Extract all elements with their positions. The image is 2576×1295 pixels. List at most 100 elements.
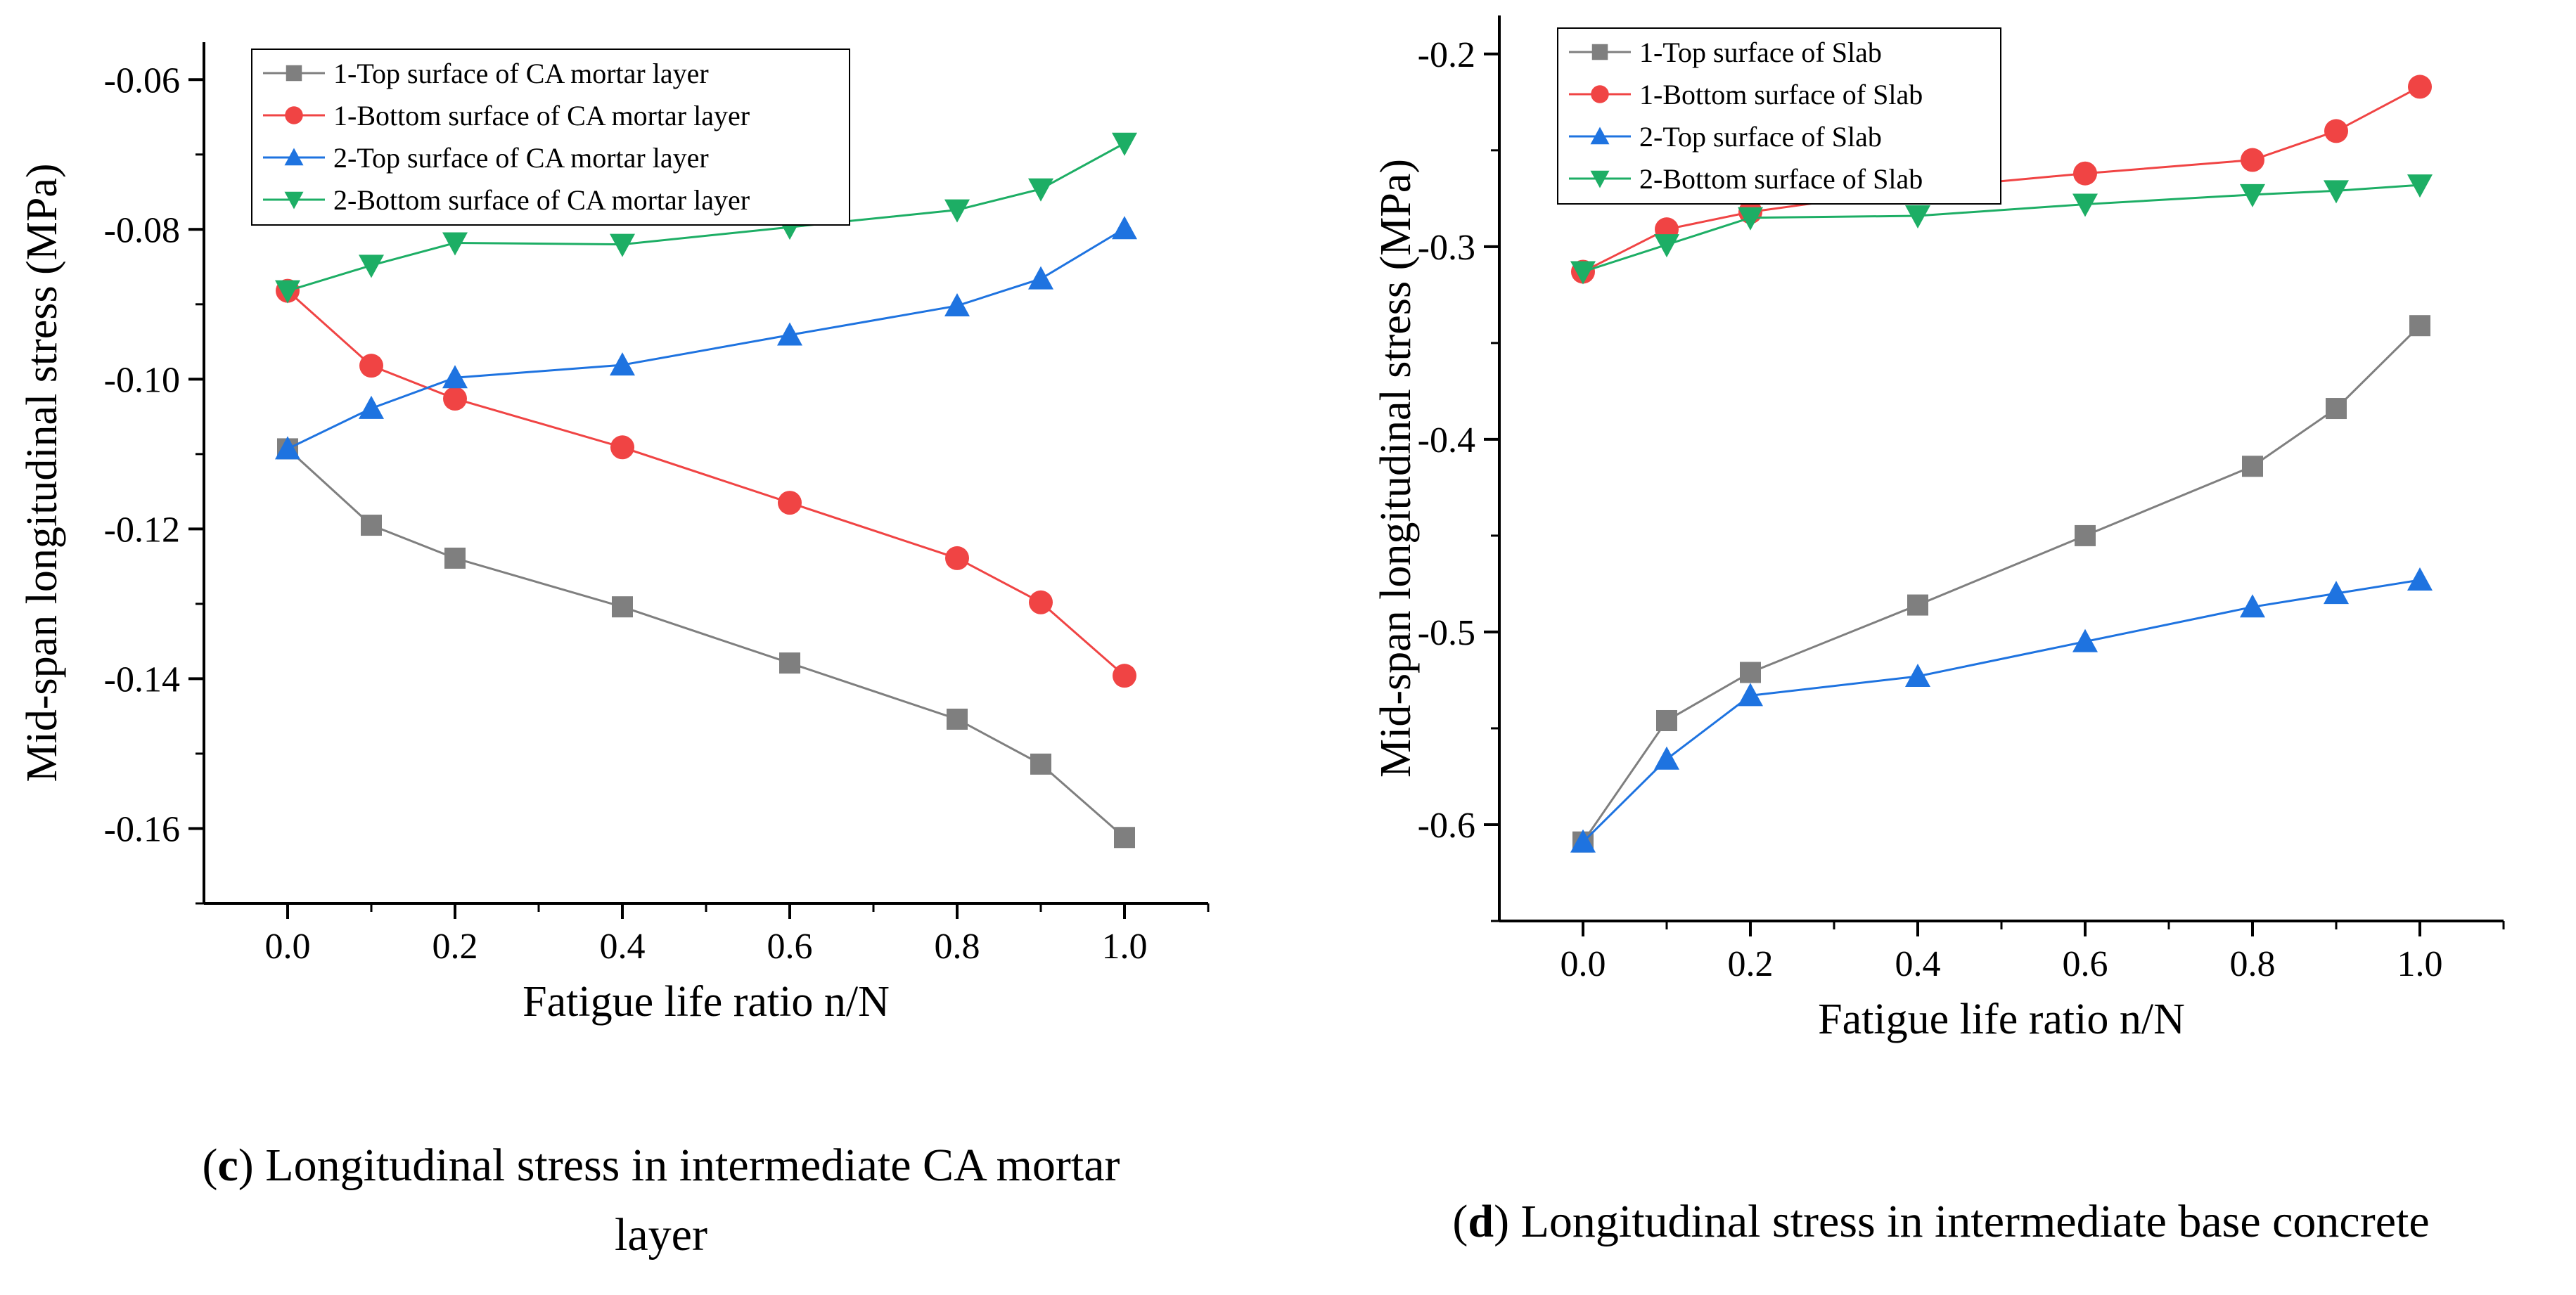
d-series-4-point — [2072, 193, 2098, 217]
d-series-3-point — [2407, 567, 2433, 591]
d-x-tick-label: 1.0 — [2397, 944, 2443, 984]
d-series-4-point — [2240, 183, 2265, 207]
c-x-axis-title: Fatigue life ratio n/N — [523, 978, 890, 1026]
c-y-axis-title: Mid-span longitudinal stress (MPa) — [18, 164, 66, 782]
d-y-tick-label: -0.4 — [1418, 420, 1475, 460]
c-x-tick-label: 0.4 — [600, 927, 646, 967]
c-series-3-point — [442, 365, 468, 389]
c-series-4-point — [442, 232, 468, 256]
c-series-3-point — [610, 352, 635, 376]
c-legend-label: 2-Top surface of CA mortar layer — [333, 142, 709, 174]
c-legend-marker — [285, 106, 303, 124]
c-series-3-point — [275, 436, 300, 460]
c-series-4-point — [1028, 178, 1053, 202]
c-legend: 1-Top surface of CA mortar layer 1-Bottom… — [251, 49, 850, 226]
d-series-4-point — [2324, 180, 2349, 204]
c-series-3-point — [359, 395, 384, 419]
c-series-1 — [277, 438, 1135, 849]
d-series-3-point — [2324, 581, 2349, 605]
c-y-tick-label: -0.14 — [104, 659, 180, 700]
d-series-1-point — [1656, 709, 1677, 731]
c-x-tick-label: 0.6 — [767, 927, 813, 967]
d-legend-marker — [1591, 85, 1609, 103]
c-series-2-point — [1113, 664, 1136, 688]
d-x-tick-label: 0.0 — [1561, 944, 1606, 984]
c-series-2-point — [443, 387, 467, 411]
d-series-1-line — [1582, 325, 2421, 843]
c-legend-label: 1-Top surface of CA mortar layer — [333, 58, 709, 89]
c-series-2-point — [359, 354, 383, 378]
chart-d: 0.0 0.2 0.4 0.6 0.8 1.0 -0.6 -0.5 -0.4 -0.3 -0.2 Fa… — [1372, 15, 2505, 1043]
d-series-3-point — [1905, 663, 1930, 687]
d-series-2-point — [2324, 119, 2348, 143]
d-series-4-point — [1570, 261, 1596, 285]
c-y-tick-label: -0.12 — [104, 510, 180, 550]
c-x-tick-label: 0.0 — [265, 927, 311, 967]
c-series-4-line — [287, 142, 1125, 292]
c-x-tick-label: 1.0 — [1102, 927, 1148, 967]
d-x-tick-label: 0.2 — [1728, 944, 1774, 984]
c-series-4 — [275, 132, 1137, 304]
d-series-2-point — [2073, 161, 2097, 186]
c-legend-box — [251, 49, 850, 226]
d-y-tick-label: -0.2 — [1418, 35, 1475, 75]
d-legend-marker — [1590, 170, 1610, 188]
d-legend-label: 1-Top surface of Slab — [1639, 37, 1882, 68]
d-series-1-point — [2075, 524, 2096, 546]
caption-d-line-1: Longitudinal stress in intermediate base… — [1520, 1196, 2430, 1247]
d-series-4-point — [2407, 174, 2433, 198]
d-series-3-point — [2240, 594, 2265, 618]
c-series-1-point — [1114, 827, 1135, 849]
caption-c: (c) Longitudinal stress in intermediate … — [202, 1140, 1120, 1261]
d-y-axis-title: Mid-span longitudinal stress (MPa) — [1372, 159, 1420, 778]
d-series-3-point — [1570, 829, 1596, 853]
c-series-4-point — [359, 255, 384, 278]
c-y-tick-label: -0.10 — [104, 360, 180, 400]
c-series-1-point — [779, 652, 800, 674]
d-series-2-point — [2241, 148, 2264, 172]
c-series-4-point — [944, 199, 970, 223]
d-series-3-point — [2072, 629, 2098, 652]
caption-d-letter: d — [1468, 1196, 1494, 1247]
c-series-1-point — [612, 596, 633, 618]
d-series-3-point — [1738, 683, 1763, 707]
c-x-tick-label: 0.2 — [432, 927, 478, 967]
d-series-4 — [1570, 174, 2433, 285]
c-series-2-point — [1029, 590, 1053, 614]
d-legend-marker — [1590, 127, 1610, 145]
d-y-tick-label: -0.5 — [1418, 613, 1475, 653]
d-series-3-point — [1654, 746, 1679, 770]
d-series-1-point — [1907, 594, 1928, 616]
c-series-3-point — [777, 322, 802, 346]
c-y-tick-label: -0.06 — [104, 60, 180, 101]
caption-c-line-2: layer — [615, 1209, 707, 1261]
c-series-4-point — [275, 280, 300, 304]
d-series-1-point — [2326, 398, 2347, 420]
d-series-2-point — [2408, 75, 2432, 99]
c-series-3-point — [944, 292, 970, 316]
d-legend-marker — [1591, 44, 1608, 60]
c-series-1-point — [1030, 753, 1051, 775]
c-series-4-point — [1112, 132, 1137, 156]
c-series-2-line — [286, 290, 1125, 677]
c-series-2-point — [778, 491, 802, 515]
c-series-1-point — [361, 515, 382, 536]
d-series-4-line — [1582, 183, 2421, 273]
c-legend-label: 1-Bottom surface of CA mortar layer — [333, 100, 750, 131]
c-series-3-line — [287, 227, 1125, 450]
c-x-tick-label: 0.8 — [935, 927, 980, 967]
d-legend-label: 1-Bottom surface of Slab — [1639, 79, 1923, 110]
d-series-3-line — [1582, 579, 2421, 843]
d-series-4-point — [1738, 207, 1763, 231]
c-y-tick-label: -0.08 — [104, 210, 180, 250]
c-series-3 — [275, 216, 1137, 460]
c-series-1-line — [286, 448, 1125, 839]
d-series-1 — [1572, 315, 2430, 853]
d-series-1-point — [2242, 456, 2263, 477]
chart-c: 0.0 0.2 0.4 0.6 0.8 1.0 -0.16 -0.14 -0.12 -0.10 -0… — [18, 42, 1210, 1026]
c-legend-marker — [284, 148, 304, 166]
c-series-3-point — [1028, 266, 1053, 290]
c-series-3-point — [1112, 216, 1137, 240]
c-legend-marker — [286, 65, 302, 82]
